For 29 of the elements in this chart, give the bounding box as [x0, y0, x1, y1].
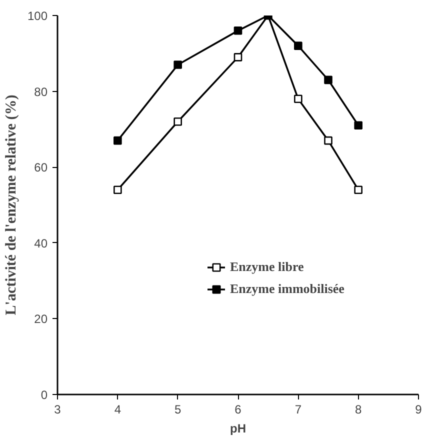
x-axis-title: pH — [230, 422, 246, 436]
point — [354, 121, 362, 130]
point — [114, 186, 122, 194]
point — [234, 53, 242, 62]
y-axis-title: L'activité de l'enzyme relative (%) — [3, 94, 20, 316]
point — [324, 76, 332, 84]
point — [234, 26, 242, 35]
point — [174, 60, 182, 69]
point — [114, 136, 122, 145]
x-tick-label: 4 — [114, 402, 122, 416]
legend-label: Enzyme libre — [230, 259, 304, 275]
point — [294, 42, 302, 50]
x-tick-label: 6 — [234, 402, 242, 416]
x-tick-label: 8 — [354, 402, 362, 416]
y-tick-label: 60 — [34, 160, 48, 175]
y-tick-label: 80 — [34, 84, 48, 99]
point — [324, 136, 332, 145]
point — [294, 94, 302, 104]
legend-label: Enzyme immobilisée — [230, 281, 344, 297]
point — [354, 186, 362, 194]
point — [174, 117, 182, 126]
x-tick-label: 7 — [294, 402, 302, 416]
y-tick-label: 20 — [34, 312, 48, 326]
x-tick-label: 9 — [415, 402, 422, 416]
y-tick-label: 100 — [27, 9, 48, 23]
y-tick-label: 40 — [34, 236, 48, 250]
x-tick-label: 3 — [54, 402, 62, 416]
x-tick-label: 5 — [174, 402, 182, 416]
y-tick-label: 0 — [40, 388, 48, 402]
